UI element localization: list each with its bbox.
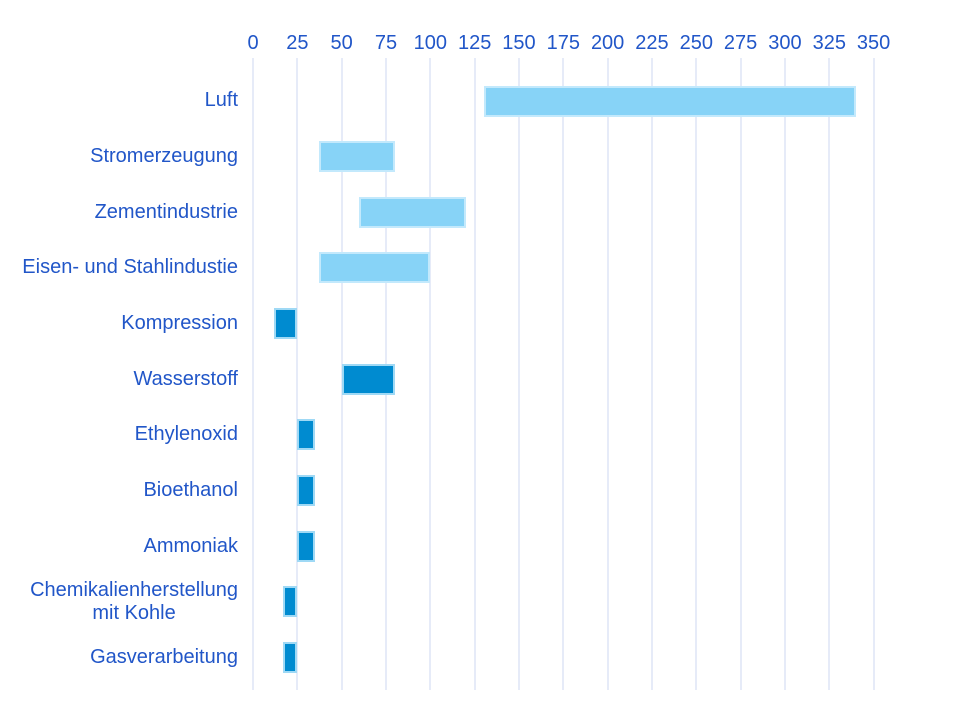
x-tick-275: 275 bbox=[723, 32, 758, 54]
category-label: Bioethanol bbox=[10, 463, 238, 519]
category-label-text: Ammoniak bbox=[143, 534, 238, 557]
x-tick-50: 50 bbox=[330, 32, 353, 54]
x-tick-325: 325 bbox=[812, 32, 846, 54]
category-label-text: Gasverarbeitung bbox=[90, 645, 238, 668]
plot-area bbox=[252, 58, 878, 690]
range-bar bbox=[359, 196, 466, 228]
category-label-text: Bioethanol bbox=[143, 478, 238, 501]
x-tick-225: 225 bbox=[635, 32, 669, 54]
category-label: Stromerzeugung bbox=[10, 129, 238, 185]
x-tick-150: 150 bbox=[502, 32, 536, 54]
category-label-text: Chemikalienherstellung mit Kohle bbox=[30, 578, 238, 624]
category-label: Eisen- und Stahlindustie bbox=[10, 240, 238, 296]
gridline-175 bbox=[562, 58, 565, 690]
category-label: Wasserstoff bbox=[10, 351, 238, 407]
x-tick-100: 100 bbox=[413, 32, 447, 54]
x-tick-175: 175 bbox=[546, 32, 580, 54]
category-label-text: Wasserstoff bbox=[133, 367, 238, 390]
x-tick-350: 350 bbox=[856, 32, 891, 54]
x-tick-0: 0 bbox=[247, 32, 259, 54]
category-label: Gasverarbeitung bbox=[10, 630, 238, 686]
x-tick-125: 125 bbox=[457, 32, 492, 54]
category-label: Ammoniak bbox=[10, 518, 238, 574]
gridline-275 bbox=[739, 58, 742, 690]
category-label-text: Kompression bbox=[121, 312, 238, 334]
gridline-25 bbox=[296, 58, 299, 690]
gridline-225 bbox=[650, 58, 653, 690]
gridline-125 bbox=[473, 58, 476, 690]
gridline-150 bbox=[517, 58, 520, 690]
range-bar bbox=[341, 363, 395, 395]
range-bar bbox=[297, 475, 316, 507]
range-bar bbox=[318, 141, 395, 173]
category-label-text: Zementindustrie bbox=[94, 200, 238, 223]
gridline-0 bbox=[252, 58, 254, 690]
range-bar bbox=[283, 642, 298, 673]
range-bar bbox=[297, 530, 316, 562]
category-label: Chemikalienherstellung mit Kohle bbox=[10, 574, 238, 630]
gridline-200 bbox=[606, 58, 609, 690]
category-label-text: Stromerzeugung bbox=[90, 145, 238, 168]
x-tick-250: 250 bbox=[679, 32, 713, 54]
gridline-300 bbox=[783, 58, 786, 690]
gridline-325 bbox=[828, 58, 831, 690]
range-bar bbox=[318, 252, 431, 284]
category-label-text: Ethylenoxid bbox=[134, 423, 238, 446]
gridline-350 bbox=[872, 58, 875, 690]
category-label: Zementindustrie bbox=[10, 184, 238, 240]
x-tick-200: 200 bbox=[590, 32, 625, 54]
category-label: Luft bbox=[10, 73, 238, 129]
gridline-250 bbox=[695, 58, 698, 690]
x-tick-300: 300 bbox=[768, 32, 802, 54]
range-bar bbox=[297, 419, 316, 451]
category-label-text: Eisen- und Stahlindustie bbox=[22, 256, 238, 279]
range-bar bbox=[283, 586, 298, 618]
x-tick-25: 25 bbox=[286, 32, 309, 54]
range-bar bbox=[274, 308, 298, 340]
gridline-100 bbox=[429, 58, 432, 690]
category-label: Ethylenoxid bbox=[10, 407, 238, 463]
category-label-text: Luft bbox=[204, 89, 238, 112]
x-tick-75: 75 bbox=[374, 32, 398, 54]
category-label: Kompression bbox=[10, 296, 238, 352]
range-bar bbox=[483, 85, 856, 117]
